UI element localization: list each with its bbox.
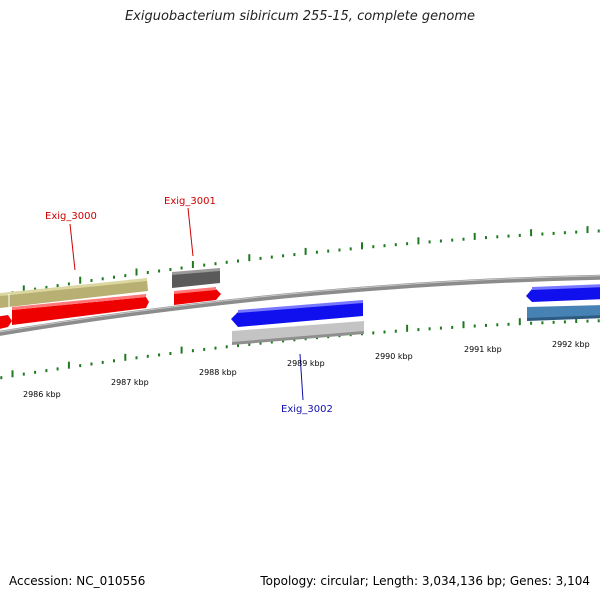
tick-label-2989: 2989 kbp — [287, 359, 325, 368]
gene-right-blue-top — [532, 284, 600, 290]
gene-exig-3000-cds-top — [0, 278, 147, 296]
gene-exig-3002[interactable] — [231, 302, 363, 327]
tick-label-2988: 2988 kbp — [199, 368, 237, 377]
gene-exig-3001-top — [174, 287, 216, 294]
gene-left-fragment[interactable] — [0, 315, 12, 330]
leader-exig-3001 — [187, 207, 194, 257]
label-exig-3000: Exig_3000 — [45, 211, 97, 222]
tick-label-2991: 2991 kbp — [464, 345, 502, 354]
gene-exig-3000-cds[interactable] — [0, 280, 148, 308]
gene-exig-3000[interactable] — [12, 297, 149, 325]
genome-summary-text: Topology: circular; Length: 3,034,136 bp… — [260, 574, 590, 588]
gene-exig-3001[interactable] — [174, 289, 221, 305]
accession-text: Accession: NC_010556 — [9, 574, 146, 588]
genome-backbone-highlight — [0, 275, 600, 333]
gene-exig-3001-cds-top — [172, 268, 220, 275]
gene-exig-3002-top — [238, 300, 363, 313]
gene-exig-3002-cds-bottom — [232, 331, 364, 345]
gene-features — [0, 268, 600, 345]
tick-label-2986: 2986 kbp — [23, 390, 61, 399]
leader-exig-3000 — [69, 223, 76, 271]
gene-exig-3000-top — [12, 294, 146, 310]
genome-backbone — [0, 274, 600, 336]
tick-label-2987: 2987 kbp — [111, 378, 149, 387]
label-exig-3001: Exig_3001 — [164, 196, 216, 207]
map-title: Exiguobacterium sibiricum 255-15, comple… — [124, 9, 476, 24]
tick-label-2990: 2990 kbp — [375, 352, 413, 361]
gene-right-steelblue-bottom — [527, 315, 600, 321]
gene-exig-3001-cds[interactable] — [172, 270, 220, 288]
gene-exig-3002-cds[interactable] — [232, 321, 364, 344]
label-exig-3002: Exig_3002 — [281, 404, 333, 415]
tick-label-2992: 2992 kbp — [552, 340, 590, 349]
inner-tick-marks — [0, 316, 600, 380]
gene-right-blue[interactable] — [526, 286, 600, 302]
leader-exig-3002 — [299, 353, 304, 401]
